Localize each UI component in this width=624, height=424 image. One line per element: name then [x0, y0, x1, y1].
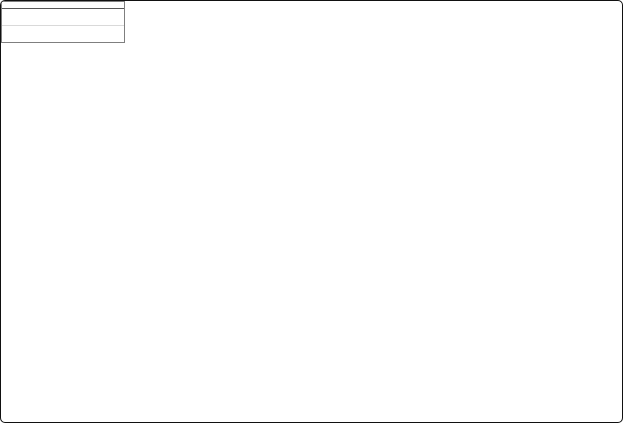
- legend-swatch: [74, 99, 95, 101]
- legend-swatch: [74, 67, 95, 69]
- footnote: [9, 371, 467, 390]
- legend-item: [74, 140, 100, 156]
- table-header-row: [2, 2, 124, 9]
- legend: [74, 44, 100, 156]
- legend-item: [74, 60, 100, 76]
- legend-swatch: [74, 115, 95, 117]
- legend-swatch: [74, 83, 95, 85]
- legend-item: [74, 124, 100, 140]
- legend-item: [74, 108, 100, 124]
- legend-item: [74, 76, 100, 92]
- legend-item: [74, 44, 100, 60]
- legend-item: [74, 92, 100, 108]
- legend-swatch: [74, 147, 95, 149]
- legend-swatch: [74, 131, 95, 133]
- table-body: [2, 9, 124, 42]
- avg-stats-table: [1, 1, 125, 43]
- legend-swatch: [74, 51, 95, 53]
- table-row: [2, 25, 124, 42]
